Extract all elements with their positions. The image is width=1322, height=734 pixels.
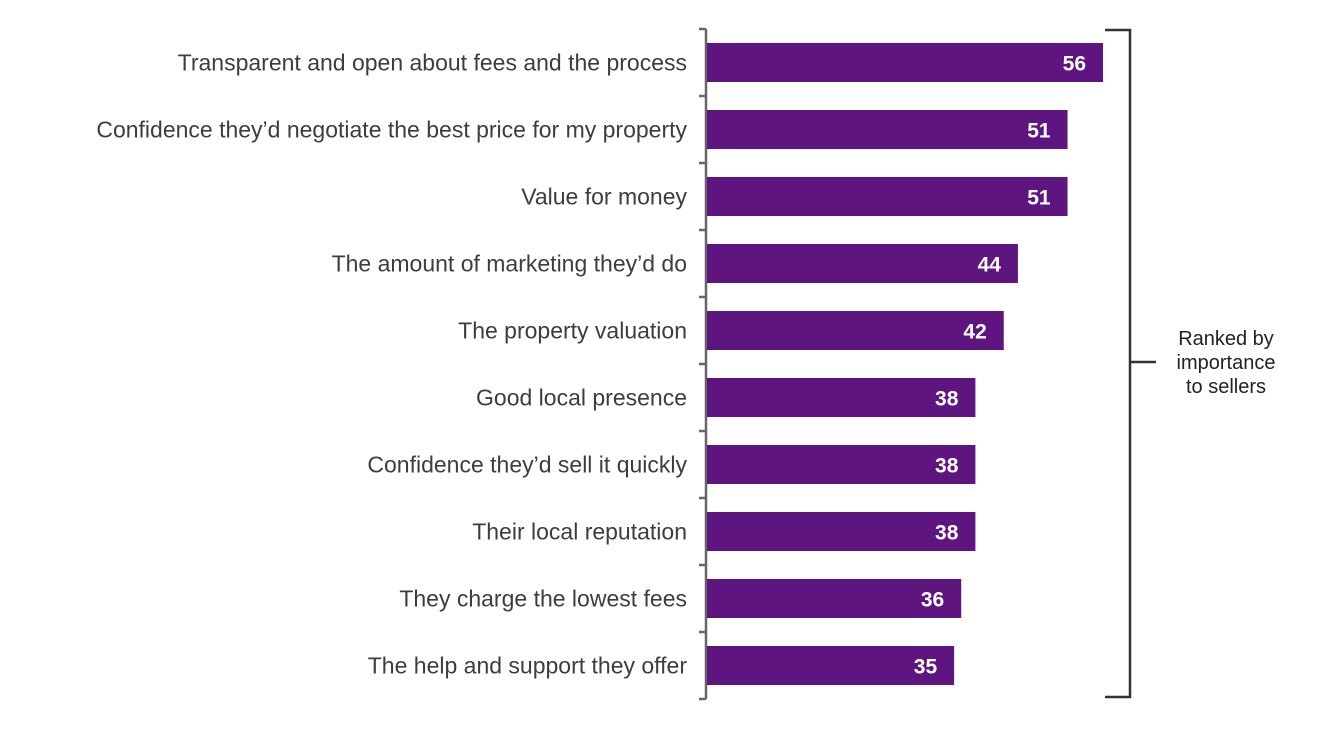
bracket (1105, 28, 1132, 699)
category-label: The property valuation (458, 318, 687, 344)
bar (707, 512, 976, 551)
category-label: Transparent and open about fees and the … (178, 50, 687, 76)
category-label: Their local reputation (472, 519, 687, 545)
data-label: 38 (935, 522, 959, 545)
bar (707, 311, 1004, 350)
data-label: 38 (935, 388, 959, 411)
bar (707, 177, 1068, 216)
data-label: 44 (978, 254, 1002, 277)
bar (707, 378, 976, 417)
data-label: 35 (914, 656, 938, 679)
bar (707, 244, 1018, 283)
data-label: 42 (963, 321, 986, 344)
data-label: 38 (935, 455, 959, 478)
data-label: 36 (921, 589, 944, 612)
bar (707, 110, 1068, 149)
annotation-text: to sellers (1186, 376, 1266, 398)
category-label: The amount of marketing they’d do (332, 251, 687, 277)
bar (707, 579, 962, 618)
data-label: 51 (1027, 120, 1051, 143)
annotation-text: Ranked by (1178, 328, 1274, 350)
category-label: Confidence they’d sell it quickly (367, 452, 687, 478)
category-label: Confidence they’d negotiate the best pri… (96, 117, 687, 143)
data-label: 56 (1063, 53, 1086, 76)
category-label: Good local presence (476, 385, 687, 411)
annotation-text: importance (1177, 352, 1276, 374)
category-label: Value for money (521, 184, 687, 210)
data-label: 51 (1027, 187, 1051, 210)
category-label: They charge the lowest fees (399, 586, 687, 612)
bar (707, 43, 1103, 82)
category-label: The help and support they offer (368, 653, 688, 679)
bar (707, 646, 955, 685)
bar (707, 445, 976, 484)
